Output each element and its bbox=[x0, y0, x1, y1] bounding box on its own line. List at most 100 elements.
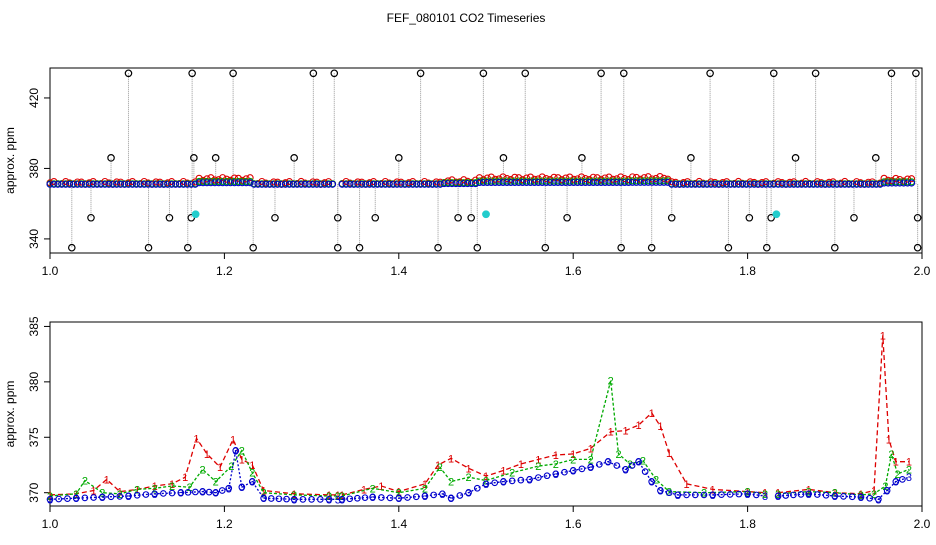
series-2-marker: 2 bbox=[239, 446, 245, 458]
high-spike-point bbox=[887, 69, 896, 78]
baseline-point-blue bbox=[424, 180, 432, 188]
series-3-marker bbox=[552, 470, 560, 478]
series-1-marker: 1 bbox=[230, 434, 236, 446]
mid-high-point bbox=[211, 154, 220, 162]
baseline-point-blue bbox=[289, 180, 297, 188]
series-3-marker: 3 bbox=[858, 492, 864, 504]
low-spike-point bbox=[830, 243, 839, 252]
baseline-point-blue bbox=[66, 180, 74, 188]
x-tick-label: 1.0 bbox=[42, 517, 59, 531]
x-tick-label: 1.4 bbox=[390, 264, 407, 278]
baseline-point-blue bbox=[409, 180, 417, 188]
series-2-marker: 2 bbox=[261, 488, 267, 500]
baseline-point-blue bbox=[652, 178, 660, 186]
baseline-point-blue bbox=[672, 180, 680, 188]
series-2-marker: 2 bbox=[871, 489, 877, 501]
baseline-point-blue bbox=[309, 180, 317, 188]
baseline-point-blue bbox=[277, 180, 286, 188]
baseline-point-blue bbox=[601, 178, 609, 187]
series-3-marker bbox=[439, 490, 446, 498]
baseline-point-blue bbox=[117, 180, 125, 188]
baseline-point-blue bbox=[853, 180, 861, 188]
series-3-marker: 3 bbox=[200, 487, 206, 499]
series-3-marker bbox=[578, 465, 586, 473]
series-1-marker: 1 bbox=[880, 330, 886, 342]
baseline-point-blue bbox=[242, 179, 250, 187]
series-3-marker bbox=[299, 495, 307, 503]
low-spike-point bbox=[249, 243, 257, 252]
series-3-marker bbox=[456, 492, 464, 499]
baseline-point-blue bbox=[872, 180, 880, 188]
baseline-point-blue bbox=[884, 179, 892, 187]
series-3-marker bbox=[665, 489, 673, 497]
high-spike-point bbox=[706, 69, 714, 78]
series-3-marker: 3 bbox=[649, 477, 655, 489]
low-spike-point bbox=[68, 243, 76, 252]
series-1-line bbox=[49, 436, 338, 496]
series-3-marker bbox=[205, 488, 213, 496]
series-2-marker: 2 bbox=[186, 482, 192, 494]
series-1-marker: 1 bbox=[465, 463, 471, 475]
series-3-marker: 3 bbox=[893, 477, 899, 489]
baseline-point-blue bbox=[128, 180, 136, 188]
baseline-point-blue bbox=[203, 179, 211, 187]
mid-low-point bbox=[913, 213, 922, 222]
series-2-marker: 2 bbox=[291, 490, 297, 502]
baseline-point-blue bbox=[727, 180, 735, 188]
series-2-marker: 2 bbox=[806, 487, 812, 499]
mid-high-point bbox=[687, 154, 695, 162]
baseline-point-blue bbox=[762, 180, 770, 188]
series-3-marker bbox=[543, 472, 551, 480]
baseline-point-blue bbox=[896, 179, 904, 187]
series-3-marker bbox=[64, 495, 71, 502]
series-3-marker bbox=[805, 490, 812, 498]
baseline-point-blue bbox=[856, 180, 865, 188]
mid-low-point bbox=[454, 213, 462, 222]
cyan-point bbox=[191, 210, 200, 219]
series-3-marker: 3 bbox=[370, 492, 376, 504]
y-tick-label: 420 bbox=[27, 88, 41, 108]
series-3-marker bbox=[346, 495, 354, 503]
baseline-point-blue bbox=[160, 180, 168, 188]
baseline-point-blue bbox=[342, 180, 350, 188]
y-tick-label: 370 bbox=[27, 482, 41, 502]
series-1-marker: 1 bbox=[169, 479, 175, 491]
baseline-point-blue bbox=[456, 180, 464, 188]
series-2-marker: 2 bbox=[465, 472, 471, 484]
baseline-point-blue bbox=[888, 179, 896, 187]
series-2-marker: 2 bbox=[745, 487, 751, 499]
series-1-marker: 1 bbox=[500, 466, 506, 478]
baseline-point-blue bbox=[558, 178, 566, 187]
series-2-marker: 2 bbox=[895, 469, 901, 481]
series-3-marker bbox=[90, 494, 97, 501]
series-3-marker: 3 bbox=[233, 446, 239, 458]
series-3-marker: 3 bbox=[448, 493, 454, 505]
baseline-point-blue bbox=[73, 180, 82, 188]
baseline-point-blue bbox=[821, 180, 829, 188]
series-3-marker bbox=[848, 493, 856, 501]
series-3-marker: 3 bbox=[745, 489, 751, 501]
series-3-marker: 3 bbox=[291, 494, 297, 506]
baseline-point-blue bbox=[432, 180, 440, 188]
series-3-marker bbox=[491, 479, 499, 487]
low-spike-point bbox=[355, 243, 364, 252]
series-3-marker: 3 bbox=[226, 483, 232, 495]
series-3-marker bbox=[46, 495, 54, 503]
series-3-marker bbox=[635, 458, 642, 466]
series-3-marker: 3 bbox=[339, 494, 345, 506]
baseline-point-blue bbox=[77, 180, 85, 188]
mid-low-point bbox=[165, 213, 174, 222]
baseline-point-blue bbox=[546, 178, 554, 187]
baseline-point-red bbox=[219, 174, 227, 182]
baseline-point-red bbox=[574, 175, 582, 183]
low-spike-point bbox=[617, 243, 625, 252]
bottom-panel-smoothed-co2: 1.0 1.2 1.4 1.6 1.8 2.0 370 375 380 385 approx. pp… bbox=[3, 316, 931, 531]
series-2-marker: 2 bbox=[370, 483, 376, 495]
series-1-marker: 1 bbox=[906, 457, 912, 469]
baseline-point-blue bbox=[805, 180, 814, 188]
baseline-point-blue bbox=[495, 178, 503, 187]
baseline-point-blue bbox=[511, 178, 519, 187]
series-2-marker: 2 bbox=[858, 490, 864, 502]
baseline-point-blue bbox=[774, 180, 782, 188]
series-2-marker: 2 bbox=[509, 468, 515, 480]
